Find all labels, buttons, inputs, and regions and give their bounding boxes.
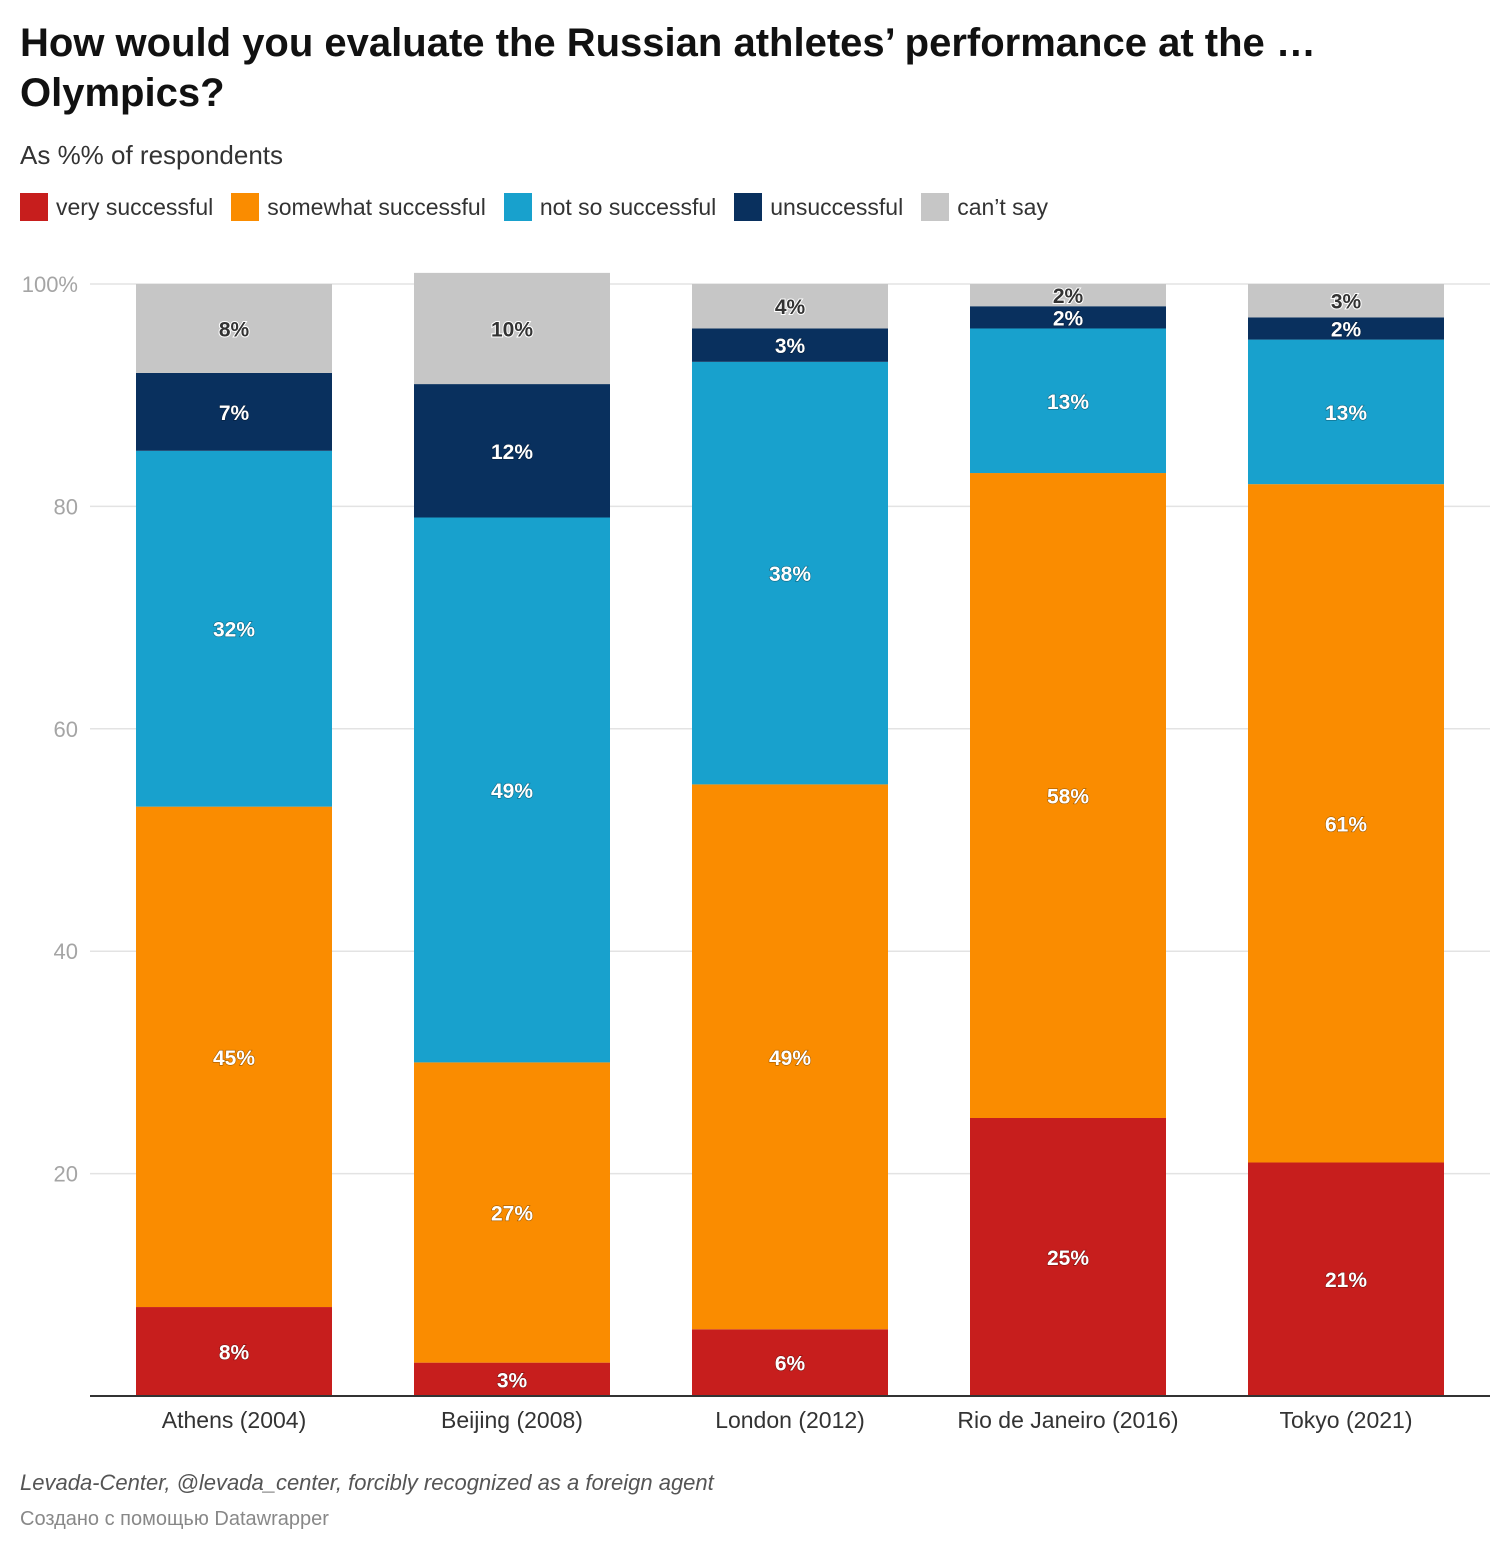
bar-segment-somewhat-successful bbox=[970, 473, 1166, 1118]
data-label: 2% bbox=[1053, 307, 1084, 330]
bar-segment-can-t-say bbox=[970, 284, 1166, 307]
data-label: 21% bbox=[1325, 1269, 1367, 1292]
legend-item-can-t-say: can’t say bbox=[921, 193, 1048, 221]
x-tick-label: Beijing (2008) bbox=[441, 1407, 583, 1433]
legend-label: very successful bbox=[56, 193, 214, 220]
legend-item-unsuccessful: unsuccessful bbox=[734, 193, 903, 221]
legend-swatch bbox=[231, 193, 260, 221]
y-tick-label: 60 bbox=[54, 717, 78, 742]
bar-segment-very-successful bbox=[136, 1307, 332, 1396]
y-tick-label: 100% bbox=[22, 272, 78, 297]
data-label: 13% bbox=[1325, 402, 1367, 425]
data-label: 3% bbox=[1331, 291, 1362, 314]
bar-segment-not-so-successful bbox=[692, 361, 888, 785]
bar-segment-unsuccessful bbox=[692, 328, 888, 362]
bar-segment-somewhat-successful bbox=[692, 784, 888, 1330]
bar-segment-not-so-successful bbox=[414, 517, 610, 1063]
bar-segment-not-so-successful bbox=[136, 450, 332, 807]
bar-segment-somewhat-successful bbox=[136, 806, 332, 1308]
data-label: 32% bbox=[213, 619, 255, 642]
data-label: 12% bbox=[491, 441, 533, 464]
bar-segment-somewhat-successful bbox=[414, 1062, 610, 1363]
y-tick-label: 80 bbox=[54, 494, 78, 519]
data-label: 6% bbox=[775, 1353, 806, 1376]
data-label: 13% bbox=[1047, 391, 1089, 414]
stacked-bar-chart: 100% 80 60 40 20 8% 45% 32% 7% 8% Athens (2004) 3% 2… bbox=[22, 272, 1490, 1433]
bar-segment-unsuccessful bbox=[414, 384, 610, 518]
data-label: 2% bbox=[1331, 318, 1362, 341]
bar-segment-can-t-say bbox=[1248, 284, 1444, 318]
bar-segment-very-successful bbox=[414, 1362, 610, 1396]
data-label: 3% bbox=[497, 1369, 528, 1392]
chart-subtitle: As %% of respondents bbox=[20, 140, 284, 170]
legend-swatch bbox=[921, 193, 950, 221]
bar-segment-can-t-say bbox=[414, 272, 610, 385]
legend-swatch bbox=[20, 193, 48, 221]
data-label: 38% bbox=[769, 563, 811, 586]
chart-legend: very successful somewhat successful not so… bbox=[20, 193, 1048, 221]
legend-label: somewhat successful bbox=[267, 193, 486, 220]
bar-segment-very-successful bbox=[692, 1329, 888, 1396]
bar-segment-not-so-successful bbox=[1248, 339, 1444, 485]
bar-segment-unsuccessful bbox=[1248, 317, 1444, 340]
x-tick-label: Rio de Janeiro (2016) bbox=[957, 1407, 1178, 1433]
legend-label: can’t say bbox=[957, 193, 1048, 220]
data-label: 49% bbox=[491, 780, 533, 803]
legend-item-somewhat-successful: somewhat successful bbox=[231, 193, 486, 221]
data-label: 61% bbox=[1325, 813, 1367, 836]
chart-source: Levada-Center, @levada_center, forcibly … bbox=[20, 1470, 714, 1495]
data-label: 2% bbox=[1053, 285, 1084, 308]
legend-label: not so successful bbox=[539, 193, 717, 220]
bar-segment-unsuccessful bbox=[970, 306, 1166, 329]
data-label: 4% bbox=[775, 296, 806, 319]
y-tick-label: 40 bbox=[54, 939, 78, 964]
data-label: 27% bbox=[491, 1203, 533, 1226]
legend-label: unsuccessful bbox=[770, 193, 904, 220]
bar-segment-can-t-say bbox=[136, 284, 332, 373]
data-label: 8% bbox=[219, 1342, 250, 1365]
y-tick-label: 20 bbox=[54, 1162, 78, 1187]
legend-item-very-successful: very successful bbox=[20, 193, 213, 221]
bar-segment-unsuccessful bbox=[136, 372, 332, 451]
data-label: 10% bbox=[491, 318, 533, 341]
bar-segment-very-successful bbox=[970, 1118, 1166, 1396]
legend-swatch bbox=[503, 193, 532, 221]
x-tick-label: Tokyo (2021) bbox=[1280, 1407, 1413, 1433]
data-label: 49% bbox=[769, 1047, 811, 1070]
data-label: 58% bbox=[1047, 786, 1089, 809]
bar-segment-somewhat-successful bbox=[1248, 484, 1444, 1163]
data-label: 3% bbox=[775, 335, 806, 358]
x-tick-label: London (2012) bbox=[715, 1407, 865, 1433]
data-label: 8% bbox=[219, 318, 250, 341]
legend-item-not-so-successful: not so successful bbox=[503, 193, 717, 221]
chart-credit: Создано с помощью Datawrapper bbox=[20, 1508, 329, 1530]
data-label: 7% bbox=[219, 402, 250, 425]
data-label: 45% bbox=[213, 1047, 255, 1070]
legend-swatch bbox=[734, 193, 763, 221]
chart-title: How would you evaluate the Russian athle… bbox=[20, 21, 1316, 115]
bar-segment-not-so-successful bbox=[970, 328, 1166, 474]
bar-segment-can-t-say bbox=[692, 284, 888, 329]
x-tick-label: Athens (2004) bbox=[162, 1407, 306, 1433]
data-label: 25% bbox=[1047, 1247, 1089, 1270]
bar-segment-very-successful bbox=[1248, 1162, 1444, 1396]
